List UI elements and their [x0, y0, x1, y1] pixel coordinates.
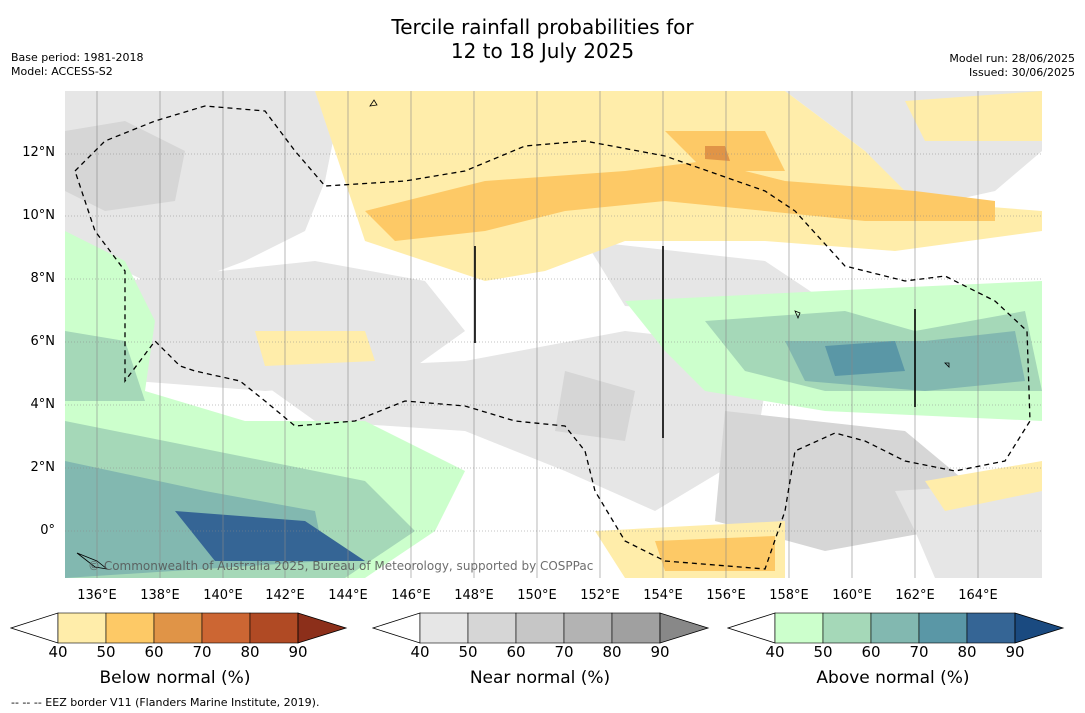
copyright-notice: © Commonwealth of Australia 2025, Bureau…	[88, 559, 594, 573]
colorbar-over-arrow	[1014, 612, 1065, 644]
colorbar-segment	[467, 612, 517, 644]
colorbar-level-label: 80	[957, 643, 977, 661]
meridians	[96, 91, 979, 578]
colorbar-level-label: 80	[602, 643, 622, 661]
colorbar-segment	[918, 612, 968, 644]
lon-label: 140°E	[203, 588, 243, 603]
lon-label: 136°E	[77, 588, 117, 603]
colorbar-title-above: Above normal (%)	[816, 668, 970, 688]
colorbar-level-label: 40	[410, 643, 430, 661]
colorbar-segment	[611, 612, 661, 644]
colorbar-under-arrow	[372, 612, 421, 644]
colorbar-segment	[870, 612, 920, 644]
colorbar-level-label: 70	[909, 643, 929, 661]
map-panel	[65, 91, 1042, 578]
colorbar-segment	[419, 612, 469, 644]
colorbar-level-label: 50	[458, 643, 478, 661]
lon-label: 156°E	[706, 588, 746, 603]
below-normal-regions	[255, 91, 1042, 578]
map-title: Tercile rainfall probabilities for 12 to…	[0, 15, 1085, 63]
colorbar-segment	[563, 612, 613, 644]
meta-right: Model run: 28/06/2025 Issued: 30/06/2025	[949, 52, 1075, 80]
islands	[76, 99, 950, 570]
colorbar-level-label: 90	[1005, 643, 1025, 661]
boundary-lines	[474, 246, 916, 438]
lat-label: 6°N	[30, 334, 56, 349]
lat-label: 10°N	[22, 208, 55, 223]
eez-legend-note: -- -- -- EEZ border V11 (Flanders Marine…	[11, 696, 320, 709]
lon-label: 138°E	[140, 588, 180, 603]
title-line-2: 12 to 18 July 2025	[450, 39, 635, 63]
colorbar-level-label: 60	[144, 643, 164, 661]
lon-label: 152°E	[580, 588, 620, 603]
colorbar-over-arrow	[659, 612, 710, 644]
colorbar-level-label: 90	[288, 643, 308, 661]
colorbar-segment	[822, 612, 872, 644]
lat-label: 2°N	[30, 460, 56, 475]
title-line-1: Tercile rainfall probabilities for	[391, 15, 694, 39]
colorbar-above-normal	[727, 612, 1065, 644]
colorbar-level-label: 40	[48, 643, 68, 661]
lon-label: 150°E	[517, 588, 557, 603]
colorbar-level-label: 40	[765, 643, 785, 661]
lat-label: 12°N	[22, 145, 55, 160]
colorbar-segment	[774, 612, 824, 644]
colorbar-segment	[249, 612, 299, 644]
eez-border	[74, 105, 1031, 570]
colorbar-level-label: 70	[192, 643, 212, 661]
graticule	[65, 153, 1042, 532]
lon-label: 144°E	[328, 588, 368, 603]
colorbar-title-below: Below normal (%)	[99, 668, 251, 688]
lon-label: 142°E	[265, 588, 305, 603]
colorbar-title-near: Near normal (%)	[469, 668, 611, 688]
model-name: Model: ACCESS-S2	[11, 65, 113, 78]
lon-label: 148°E	[454, 588, 494, 603]
colorbar-level-label: 80	[240, 643, 260, 661]
colorbar-below-normal	[10, 612, 348, 644]
colorbar-level-label: 60	[506, 643, 526, 661]
colorbar-segment	[966, 612, 1016, 644]
lon-label: 160°E	[832, 588, 872, 603]
colorbar-level-label: 70	[554, 643, 574, 661]
lat-label: 0°	[40, 523, 55, 538]
colorbar-segment	[201, 612, 251, 644]
lon-label: 158°E	[769, 588, 809, 603]
issued-date: Issued: 30/06/2025	[968, 66, 1075, 79]
colorbar-under-arrow	[727, 612, 776, 644]
lat-label: 4°N	[30, 397, 56, 412]
colorbar-level-label: 50	[96, 643, 116, 661]
colorbar-near-normal	[372, 612, 710, 644]
model-run: Model run: 28/06/2025	[949, 52, 1075, 65]
colorbar-level-label: 60	[861, 643, 881, 661]
meta-left: Base period: 1981-2018 Model: ACCESS-S2	[11, 51, 143, 79]
colorbar-level-label: 90	[650, 643, 670, 661]
lat-label: 8°N	[30, 271, 56, 286]
colorbar-under-arrow	[10, 612, 59, 644]
lon-label: 162°E	[895, 588, 935, 603]
lon-label: 164°E	[958, 588, 998, 603]
lon-label: 146°E	[391, 588, 431, 603]
lon-label: 154°E	[643, 588, 683, 603]
colorbar-segment	[57, 612, 107, 644]
base-period: Base period: 1981-2018	[11, 51, 144, 64]
colorbar-segment	[105, 612, 155, 644]
colorbar-segment	[515, 612, 565, 644]
colorbar-level-label: 50	[813, 643, 833, 661]
colorbar-over-arrow	[297, 612, 348, 644]
colorbar-segment	[153, 612, 203, 644]
